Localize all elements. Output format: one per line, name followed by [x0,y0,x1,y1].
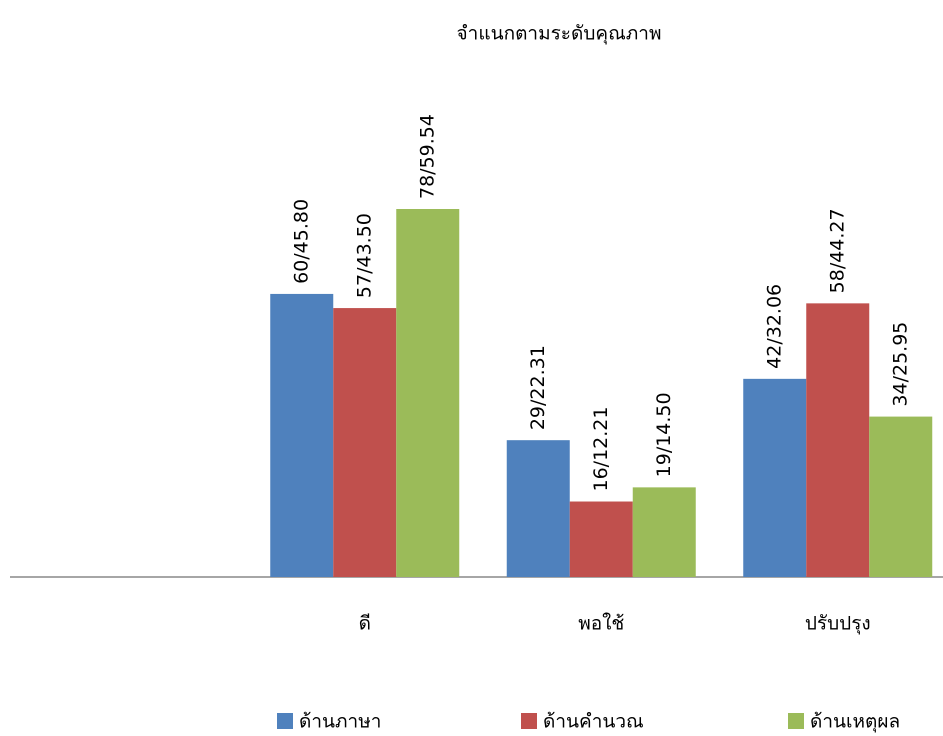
bar [333,308,397,577]
data-label: 58/44.27 [826,208,848,293]
data-label: 57/43.50 [353,213,375,298]
bar [743,378,807,577]
legend-swatch [277,713,293,729]
data-label: 29/22.31 [527,345,549,430]
legend-swatch [788,713,804,729]
x-tick-label: ปรับปรุง [805,613,871,636]
legend-label: ด้านภาษา [299,711,381,733]
legend-label: ด้านเหตุผล [810,711,900,734]
chart-title: จำแนกตามระดับคุณภาพ [457,23,662,46]
bar [806,303,870,577]
data-label: 60/45.80 [290,199,312,284]
x-tick-label: ดี [359,613,371,635]
legend-swatch [521,713,537,729]
bar [506,440,570,577]
bar [632,487,696,577]
bar [270,293,334,577]
x-tick-label: พอใช้ [578,613,624,635]
data-label: 16/12.21 [590,407,612,492]
data-label: 19/14.50 [653,392,675,477]
data-label: 42/32.06 [763,284,785,369]
data-label: 34/25.95 [889,322,911,407]
bar [569,501,633,577]
bar [869,416,933,577]
data-label: 78/59.54 [416,114,438,199]
bar [396,209,460,577]
legend-label: ด้านคำนวณ [543,711,644,733]
